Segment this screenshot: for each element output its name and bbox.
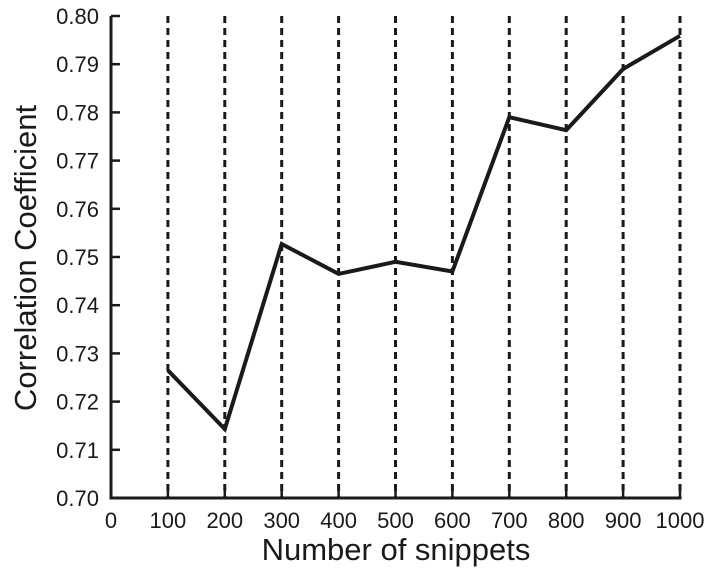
x-tick-label: 0 <box>105 508 117 533</box>
series-line <box>166 34 682 433</box>
y-axis-title: Correlation Coefficient <box>8 105 43 412</box>
x-tick-label: 300 <box>263 508 300 533</box>
x-tick-label: 600 <box>434 508 471 533</box>
x-tick-label: 800 <box>548 508 585 533</box>
y-tick-labels: 0.70 0.71 0.72 0.73 0.74 0.75 0.76 0.77 0.78 0.79… <box>56 4 99 511</box>
y-tick-label: 0.71 <box>56 438 99 463</box>
y-tick-label: 0.73 <box>56 341 99 366</box>
x-tick-label: 1000 <box>656 508 705 533</box>
y-tick-label: 0.70 <box>56 486 99 511</box>
x-tick-label: 900 <box>605 508 642 533</box>
x-tick-labels: 0 100 200 300 400 500 600 700 800 900 1000 <box>105 508 705 533</box>
y-tick-label: 0.78 <box>56 100 99 125</box>
y-tick-label: 0.75 <box>56 245 99 270</box>
x-tick-label: 100 <box>150 508 187 533</box>
x-tick-label: 200 <box>206 508 243 533</box>
x-tick-label: 500 <box>377 508 414 533</box>
tick-marks <box>109 14 682 500</box>
vertical-reference-lines <box>166 16 682 498</box>
y-tick-label: 0.80 <box>56 4 99 29</box>
y-tick-label: 0.76 <box>56 197 99 222</box>
x-tick-label: 400 <box>320 508 357 533</box>
x-axis-title: Number of snippets <box>262 532 531 567</box>
y-tick-label: 0.77 <box>56 149 99 174</box>
y-tick-label: 0.72 <box>56 390 99 415</box>
series-group <box>166 34 682 433</box>
y-tick-label: 0.79 <box>56 52 99 77</box>
x-tick-label: 700 <box>491 508 528 533</box>
y-tick-label: 0.74 <box>56 293 99 318</box>
